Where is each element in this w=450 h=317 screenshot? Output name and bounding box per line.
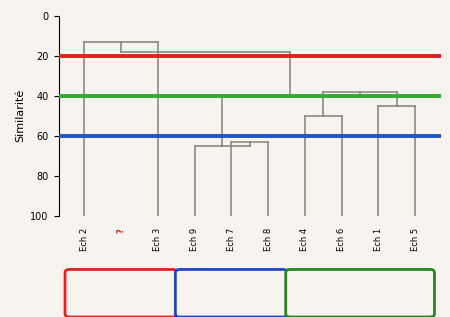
Text: Ech 6: Ech 6 bbox=[337, 228, 346, 251]
Text: Ech 4: Ech 4 bbox=[301, 228, 310, 251]
Text: Ech 3: Ech 3 bbox=[153, 228, 162, 251]
Text: Ech 2: Ech 2 bbox=[80, 228, 89, 251]
Text: Ech 5: Ech 5 bbox=[411, 228, 420, 251]
Text: ?: ? bbox=[117, 228, 126, 233]
Text: Ech 9: Ech 9 bbox=[190, 228, 199, 251]
Y-axis label: Similarité: Similarité bbox=[15, 89, 25, 142]
Text: Ech 1: Ech 1 bbox=[374, 228, 383, 251]
Text: Tache 2: Tache 2 bbox=[211, 301, 252, 311]
Text: Ech 8: Ech 8 bbox=[264, 228, 273, 251]
Text: Tache 1: Tache 1 bbox=[339, 301, 381, 311]
Text: Ech 7: Ech 7 bbox=[227, 228, 236, 251]
